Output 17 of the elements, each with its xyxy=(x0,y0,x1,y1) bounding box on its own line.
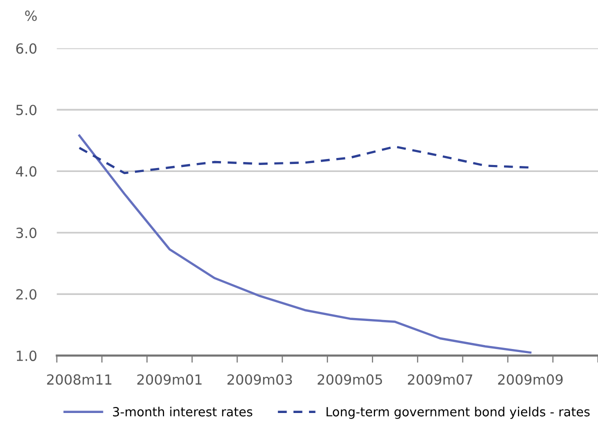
y-tick-label: 2.0 xyxy=(16,289,36,300)
line-series xyxy=(78,134,532,354)
legend-label: Long-term government bond yields - rates xyxy=(326,406,590,419)
y-tick-label: 5.0 xyxy=(16,104,36,116)
y-tick-label: 1.0 xyxy=(16,350,36,362)
line-series xyxy=(78,146,532,174)
y-axis-title: % xyxy=(25,10,37,22)
x-tick-label: 2009m09 xyxy=(498,374,563,385)
x-tick-label: 2009m01 xyxy=(137,374,202,385)
y-tick-label: 6.0 xyxy=(16,43,36,54)
x-tick-label: 2009m07 xyxy=(408,374,472,385)
x-tick-label: 2009m03 xyxy=(228,374,292,385)
y-tick-label: 4.0 xyxy=(16,166,36,177)
x-tick-label: 2009m05 xyxy=(318,374,382,385)
y-tick-label: 3.0 xyxy=(16,228,36,238)
x-tick-label: 2008m11 xyxy=(47,374,112,385)
legend-label: 3-month interest rates xyxy=(113,406,252,416)
